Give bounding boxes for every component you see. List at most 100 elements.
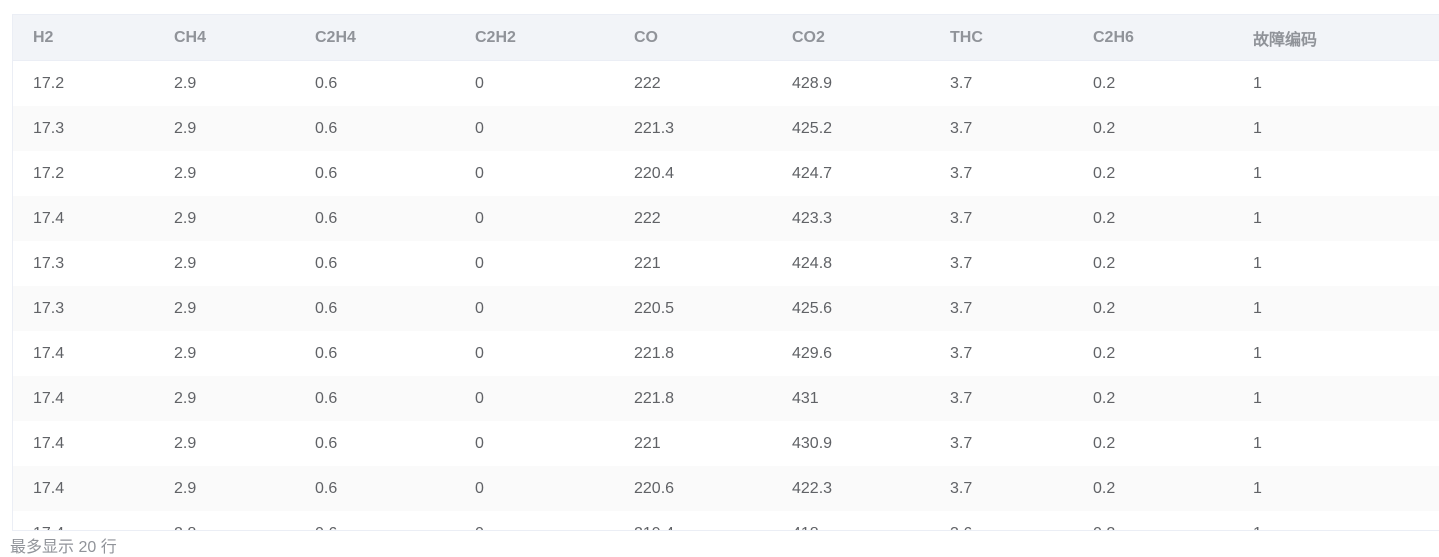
table-cell: 221.3 — [614, 106, 772, 151]
table-row: 17.4 2.9 0.6 0 221 430.9 3.7 0.2 1 — [13, 421, 1439, 466]
table-cell: 0.2 — [1093, 74, 1116, 92]
table-row: 17.3 2.9 0.6 0 220.5 425.6 3.7 0.2 1 — [13, 286, 1439, 331]
table-cell: 0.2 — [1093, 164, 1116, 182]
table-cell: 0.2 — [1073, 511, 1233, 531]
table-cell: 0.2 — [1093, 344, 1116, 362]
table-cell: 424.8 — [792, 254, 833, 272]
table-cell: 0.2 — [1073, 466, 1233, 511]
table-cell: 17.4 — [13, 376, 154, 421]
table-cell: 425.6 — [772, 286, 930, 331]
table-cell: 220.6 — [614, 466, 772, 511]
table-cell: 0 — [475, 164, 484, 182]
table-cell: 0 — [475, 74, 484, 92]
table-row: 17.4 2.9 0.6 0 220.6 422.3 3.7 0.2 1 — [13, 466, 1439, 511]
table-cell: 17.2 — [33, 74, 65, 92]
header-row: H2 CH4 C2H4 C2H2 CO CO2 THC C2H6 故障编码 — [13, 15, 1439, 61]
table-cell: 2.9 — [154, 106, 295, 151]
table-cell: 1 — [1253, 254, 1262, 272]
table-cell: 1 — [1233, 106, 1439, 151]
table-cell: 0 — [455, 511, 614, 531]
table-cell: 3.7 — [950, 344, 973, 362]
table-cell: 0 — [475, 254, 484, 272]
table-cell: 2.9 — [154, 466, 295, 511]
table-cell: 422.3 — [772, 466, 930, 511]
table-cell: 17.4 — [13, 196, 154, 241]
table-cell: 0.6 — [295, 511, 455, 531]
table-cell: 222 — [634, 74, 661, 92]
column-header: C2H2 — [455, 15, 614, 61]
table-cell: 222 — [614, 196, 772, 241]
table-cell: 0 — [455, 286, 614, 331]
table-cell: 0 — [455, 196, 614, 241]
table-cell: 17.4 — [33, 344, 65, 362]
table-cell: 1 — [1233, 511, 1439, 531]
table-cell: 0.6 — [295, 106, 455, 151]
footer-note: 最多显示 20 行 — [10, 539, 117, 556]
table-cell: 221 — [634, 434, 661, 452]
table-cell: 220.4 — [634, 164, 675, 182]
table-cell: 3.7 — [950, 74, 973, 92]
table-cell: 17.4 — [13, 466, 154, 511]
table-cell: 3.7 — [930, 286, 1073, 331]
table-cell: 2.9 — [174, 344, 197, 362]
table-cell: 17.3 — [13, 286, 154, 331]
table-cell: 1 — [1253, 74, 1262, 92]
table-cell: 1 — [1233, 196, 1439, 241]
table-cell: 0.2 — [1073, 106, 1233, 151]
column-header: C2H6 — [1073, 15, 1233, 61]
table-cell: 0.6 — [295, 196, 455, 241]
column-header: THC — [930, 15, 1073, 61]
table-row: 17.4 2.9 0.6 0 221.8 431 3.7 0.2 1 — [13, 376, 1439, 421]
table-cell: 17.3 — [33, 254, 65, 272]
table-cell: 17.4 — [33, 434, 65, 452]
table-cell: 3.7 — [950, 254, 973, 272]
column-header: 故障编码 — [1233, 15, 1439, 61]
table-cell: 418 — [772, 511, 930, 531]
table-cell: 3.7 — [930, 196, 1073, 241]
table-cell: 0.6 — [315, 344, 338, 362]
table-cell: 431 — [772, 376, 930, 421]
table-cell: 2.8 — [154, 511, 295, 531]
table-body: 17.2 2.9 0.6 0 222 428.9 3.7 0.2 1 17.3 2.9 0.6 0 221… — [13, 61, 1439, 531]
table-cell: 0.2 — [1093, 434, 1116, 452]
table-cell: 425.2 — [772, 106, 930, 151]
table-cell: 2.9 — [154, 196, 295, 241]
table-cell: 0.6 — [295, 286, 455, 331]
table-cell: 17.2 — [33, 164, 65, 182]
table-container: H2 CH4 C2H4 C2H2 CO CO2 THC C2H6 故障编码 17.2 2.9 0.6… — [12, 14, 1439, 531]
table-cell: 2.9 — [174, 74, 197, 92]
table-cell: 1 — [1233, 376, 1439, 421]
table-cell: 0.2 — [1093, 254, 1116, 272]
table-cell: 423.3 — [772, 196, 930, 241]
table-cell: 2.9 — [174, 434, 197, 452]
table-cell: 2.9 — [174, 254, 197, 272]
table-row: 17.3 2.9 0.6 0 221.3 425.2 3.7 0.2 1 — [13, 106, 1439, 151]
table-cell: 219.4 — [614, 511, 772, 531]
table-cell: 221.8 — [614, 376, 772, 421]
table-cell: 428.9 — [792, 74, 833, 92]
table-cell: 0.6 — [315, 74, 338, 92]
column-header: CO2 — [772, 15, 930, 61]
table-row: 17.4 2.9 0.6 0 222 423.3 3.7 0.2 1 — [13, 196, 1439, 241]
table-cell: 1 — [1233, 466, 1439, 511]
table-cell: 1 — [1253, 164, 1262, 182]
data-table: H2 CH4 C2H4 C2H2 CO CO2 THC C2H6 故障编码 17.2 2.9 0.6… — [13, 15, 1439, 531]
table-cell: 0.6 — [315, 164, 338, 182]
table-row: 17.4 2.9 0.6 0 221.8 429.6 3.7 0.2 1 — [13, 331, 1439, 376]
table-cell: 2.9 — [154, 376, 295, 421]
table-cell: 0.2 — [1073, 376, 1233, 421]
table-cell: 1 — [1233, 286, 1439, 331]
table-cell: 0 — [475, 434, 484, 452]
table-cell: 3.7 — [930, 466, 1073, 511]
table-cell: 0.6 — [315, 434, 338, 452]
column-header: CO — [614, 15, 772, 61]
column-header: H2 — [13, 15, 154, 61]
column-header: CH4 — [154, 15, 295, 61]
table-cell: 430.9 — [792, 434, 833, 452]
table-cell: 3.7 — [930, 376, 1073, 421]
table-cell: 3.6 — [930, 511, 1073, 531]
table-cell: 0.2 — [1073, 286, 1233, 331]
table-cell: 429.6 — [792, 344, 833, 362]
